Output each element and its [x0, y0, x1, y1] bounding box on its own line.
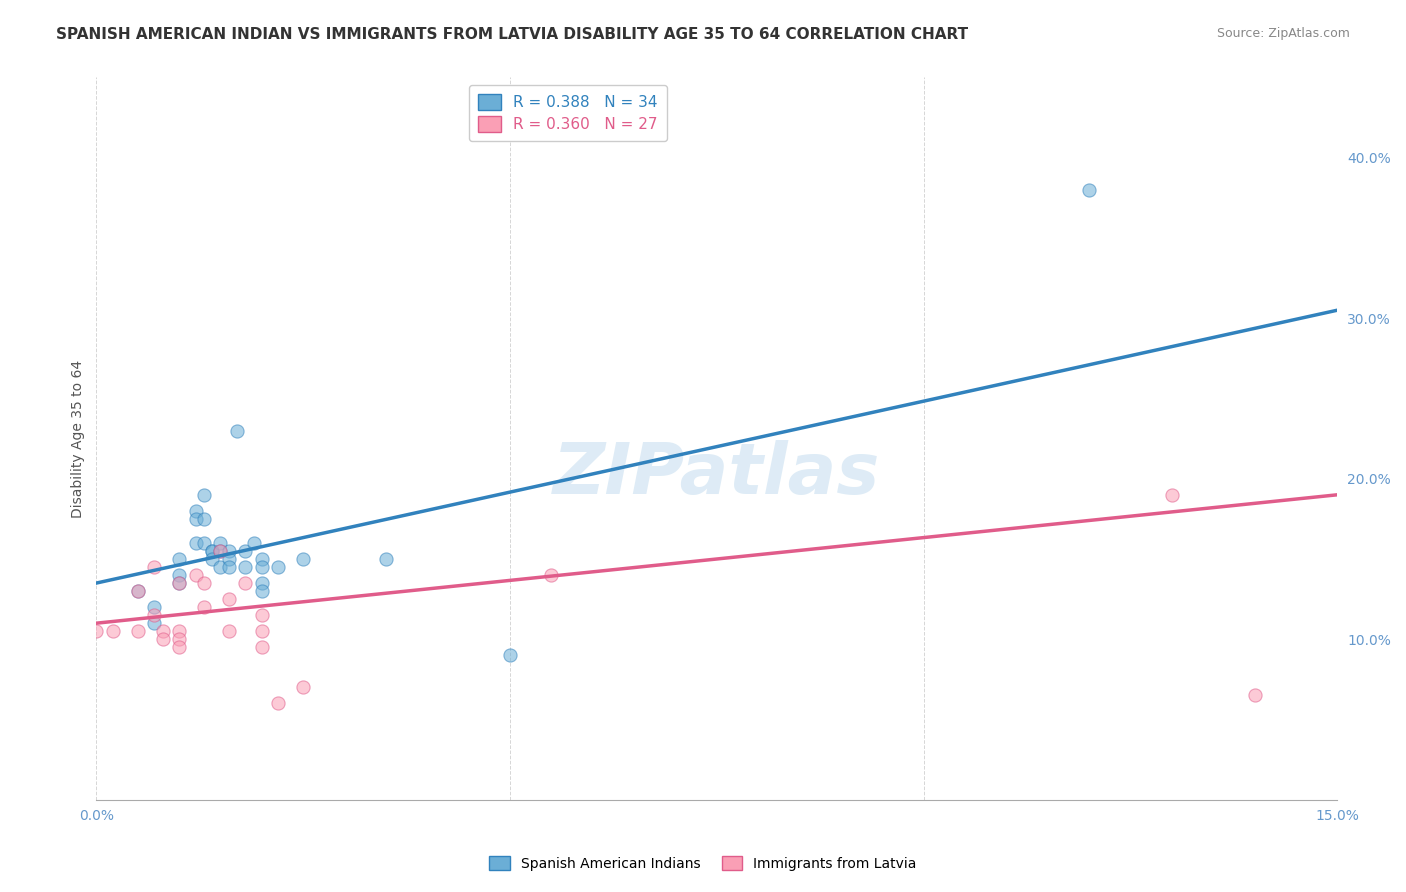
Point	[152, 632, 174, 647]
Point	[292, 552, 315, 566]
Point	[218, 592, 240, 607]
Point	[167, 576, 190, 591]
Point	[101, 624, 124, 639]
Point	[1078, 183, 1101, 197]
Point	[167, 624, 190, 639]
Point	[233, 560, 256, 574]
Point	[209, 544, 232, 558]
Point	[167, 632, 190, 647]
Point	[250, 560, 273, 574]
Point	[193, 600, 215, 615]
Point	[374, 552, 396, 566]
Text: Source: ZipAtlas.com: Source: ZipAtlas.com	[1216, 27, 1350, 40]
Point	[250, 584, 273, 599]
Point	[167, 568, 190, 582]
Point	[292, 681, 315, 695]
Point	[233, 576, 256, 591]
Point	[193, 488, 215, 502]
Point	[184, 536, 207, 550]
Point	[218, 624, 240, 639]
Point	[218, 552, 240, 566]
Point	[226, 424, 249, 438]
Legend: Spanish American Indians, Immigrants from Latvia: Spanish American Indians, Immigrants fro…	[484, 850, 922, 876]
Point	[143, 600, 166, 615]
Point	[193, 512, 215, 526]
Point	[250, 576, 273, 591]
Point	[209, 544, 232, 558]
Point	[1243, 689, 1265, 703]
Point	[1161, 488, 1184, 502]
Point	[499, 648, 522, 663]
Point	[127, 624, 149, 639]
Point	[201, 544, 224, 558]
Point	[167, 552, 190, 566]
Point	[143, 616, 166, 631]
Point	[184, 504, 207, 518]
Point	[86, 624, 108, 639]
Point	[184, 512, 207, 526]
Point	[209, 536, 232, 550]
Point	[127, 584, 149, 599]
Point	[167, 640, 190, 655]
Point	[540, 568, 562, 582]
Point	[242, 536, 264, 550]
Legend: R = 0.388   N = 34, R = 0.360   N = 27: R = 0.388 N = 34, R = 0.360 N = 27	[470, 85, 666, 142]
Point	[143, 608, 166, 623]
Point	[201, 544, 224, 558]
Point	[267, 560, 290, 574]
Point	[250, 552, 273, 566]
Point	[127, 584, 149, 599]
Point	[218, 560, 240, 574]
Point	[209, 560, 232, 574]
Y-axis label: Disability Age 35 to 64: Disability Age 35 to 64	[72, 359, 86, 517]
Text: ZIPatlas: ZIPatlas	[553, 441, 880, 509]
Point	[167, 576, 190, 591]
Point	[250, 624, 273, 639]
Point	[201, 552, 224, 566]
Point	[218, 544, 240, 558]
Point	[193, 576, 215, 591]
Point	[250, 640, 273, 655]
Point	[184, 568, 207, 582]
Point	[152, 624, 174, 639]
Point	[233, 544, 256, 558]
Point	[250, 608, 273, 623]
Point	[267, 697, 290, 711]
Point	[193, 536, 215, 550]
Point	[143, 560, 166, 574]
Text: SPANISH AMERICAN INDIAN VS IMMIGRANTS FROM LATVIA DISABILITY AGE 35 TO 64 CORREL: SPANISH AMERICAN INDIAN VS IMMIGRANTS FR…	[56, 27, 969, 42]
